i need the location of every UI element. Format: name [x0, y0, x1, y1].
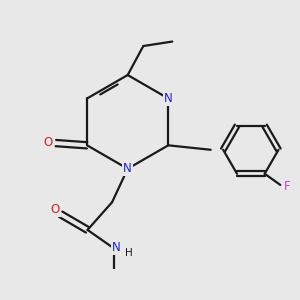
Text: O: O	[43, 136, 52, 149]
Text: O: O	[51, 203, 60, 216]
Text: H: H	[125, 248, 133, 258]
Text: N: N	[164, 92, 172, 105]
Text: N: N	[112, 241, 121, 254]
Text: N: N	[123, 162, 132, 175]
Text: F: F	[284, 180, 290, 193]
